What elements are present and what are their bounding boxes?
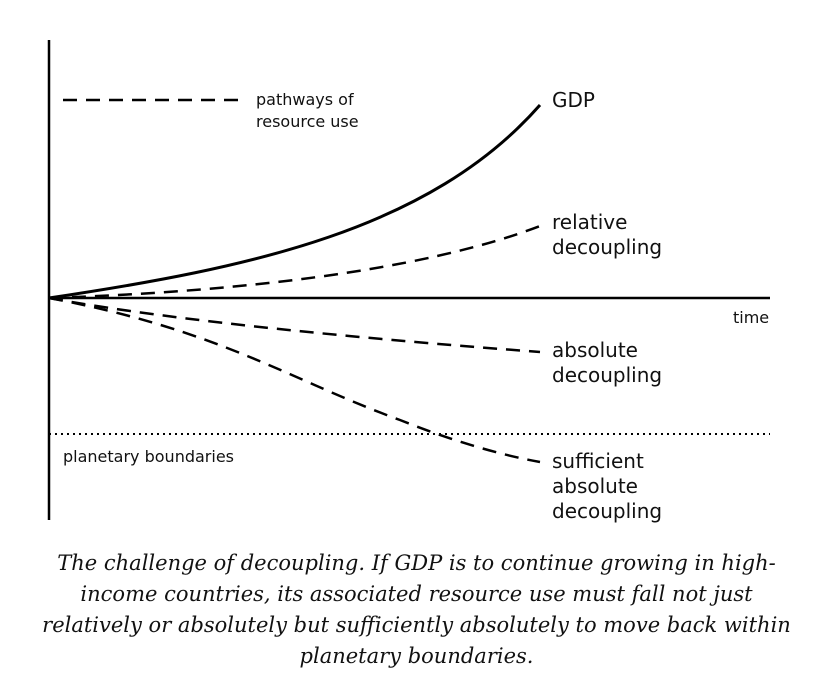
sufficient-label-line1: sufficient (552, 449, 644, 473)
absolute-label-line2: decoupling (552, 363, 663, 387)
time-axis-label: time (733, 308, 770, 327)
relative-decoupling-curve (48, 224, 541, 300)
sufficient-decoupling-label: sufficient absolute decoupling (552, 449, 662, 524)
relative-label-line1: relative (552, 210, 628, 234)
absolute-decoupling-label: absolute decoupling (552, 338, 662, 388)
legend-label-line2: resource use (256, 112, 359, 131)
absolute-label-line1: absolute (552, 338, 638, 362)
legend-label-line1: pathways of (256, 90, 354, 109)
sufficient-label-line3: decoupling (552, 499, 663, 523)
sufficient-decoupling-curve (48, 296, 541, 464)
sufficient-label-line2: absolute (552, 474, 638, 498)
gdp-curve (48, 104, 542, 300)
absolute-decoupling-curve (48, 296, 541, 354)
legend-label: pathways of resource use (256, 89, 359, 133)
figure-caption: The challenge of decoupling. If GDP is t… (42, 551, 791, 668)
relative-label-line2: decoupling (552, 235, 663, 259)
gdp-label: GDP (552, 88, 595, 112)
relative-decoupling-label: relative decoupling (552, 210, 662, 260)
planetary-boundaries-label: planetary boundaries (63, 447, 234, 466)
decoupling-diagram (47, 40, 770, 520)
